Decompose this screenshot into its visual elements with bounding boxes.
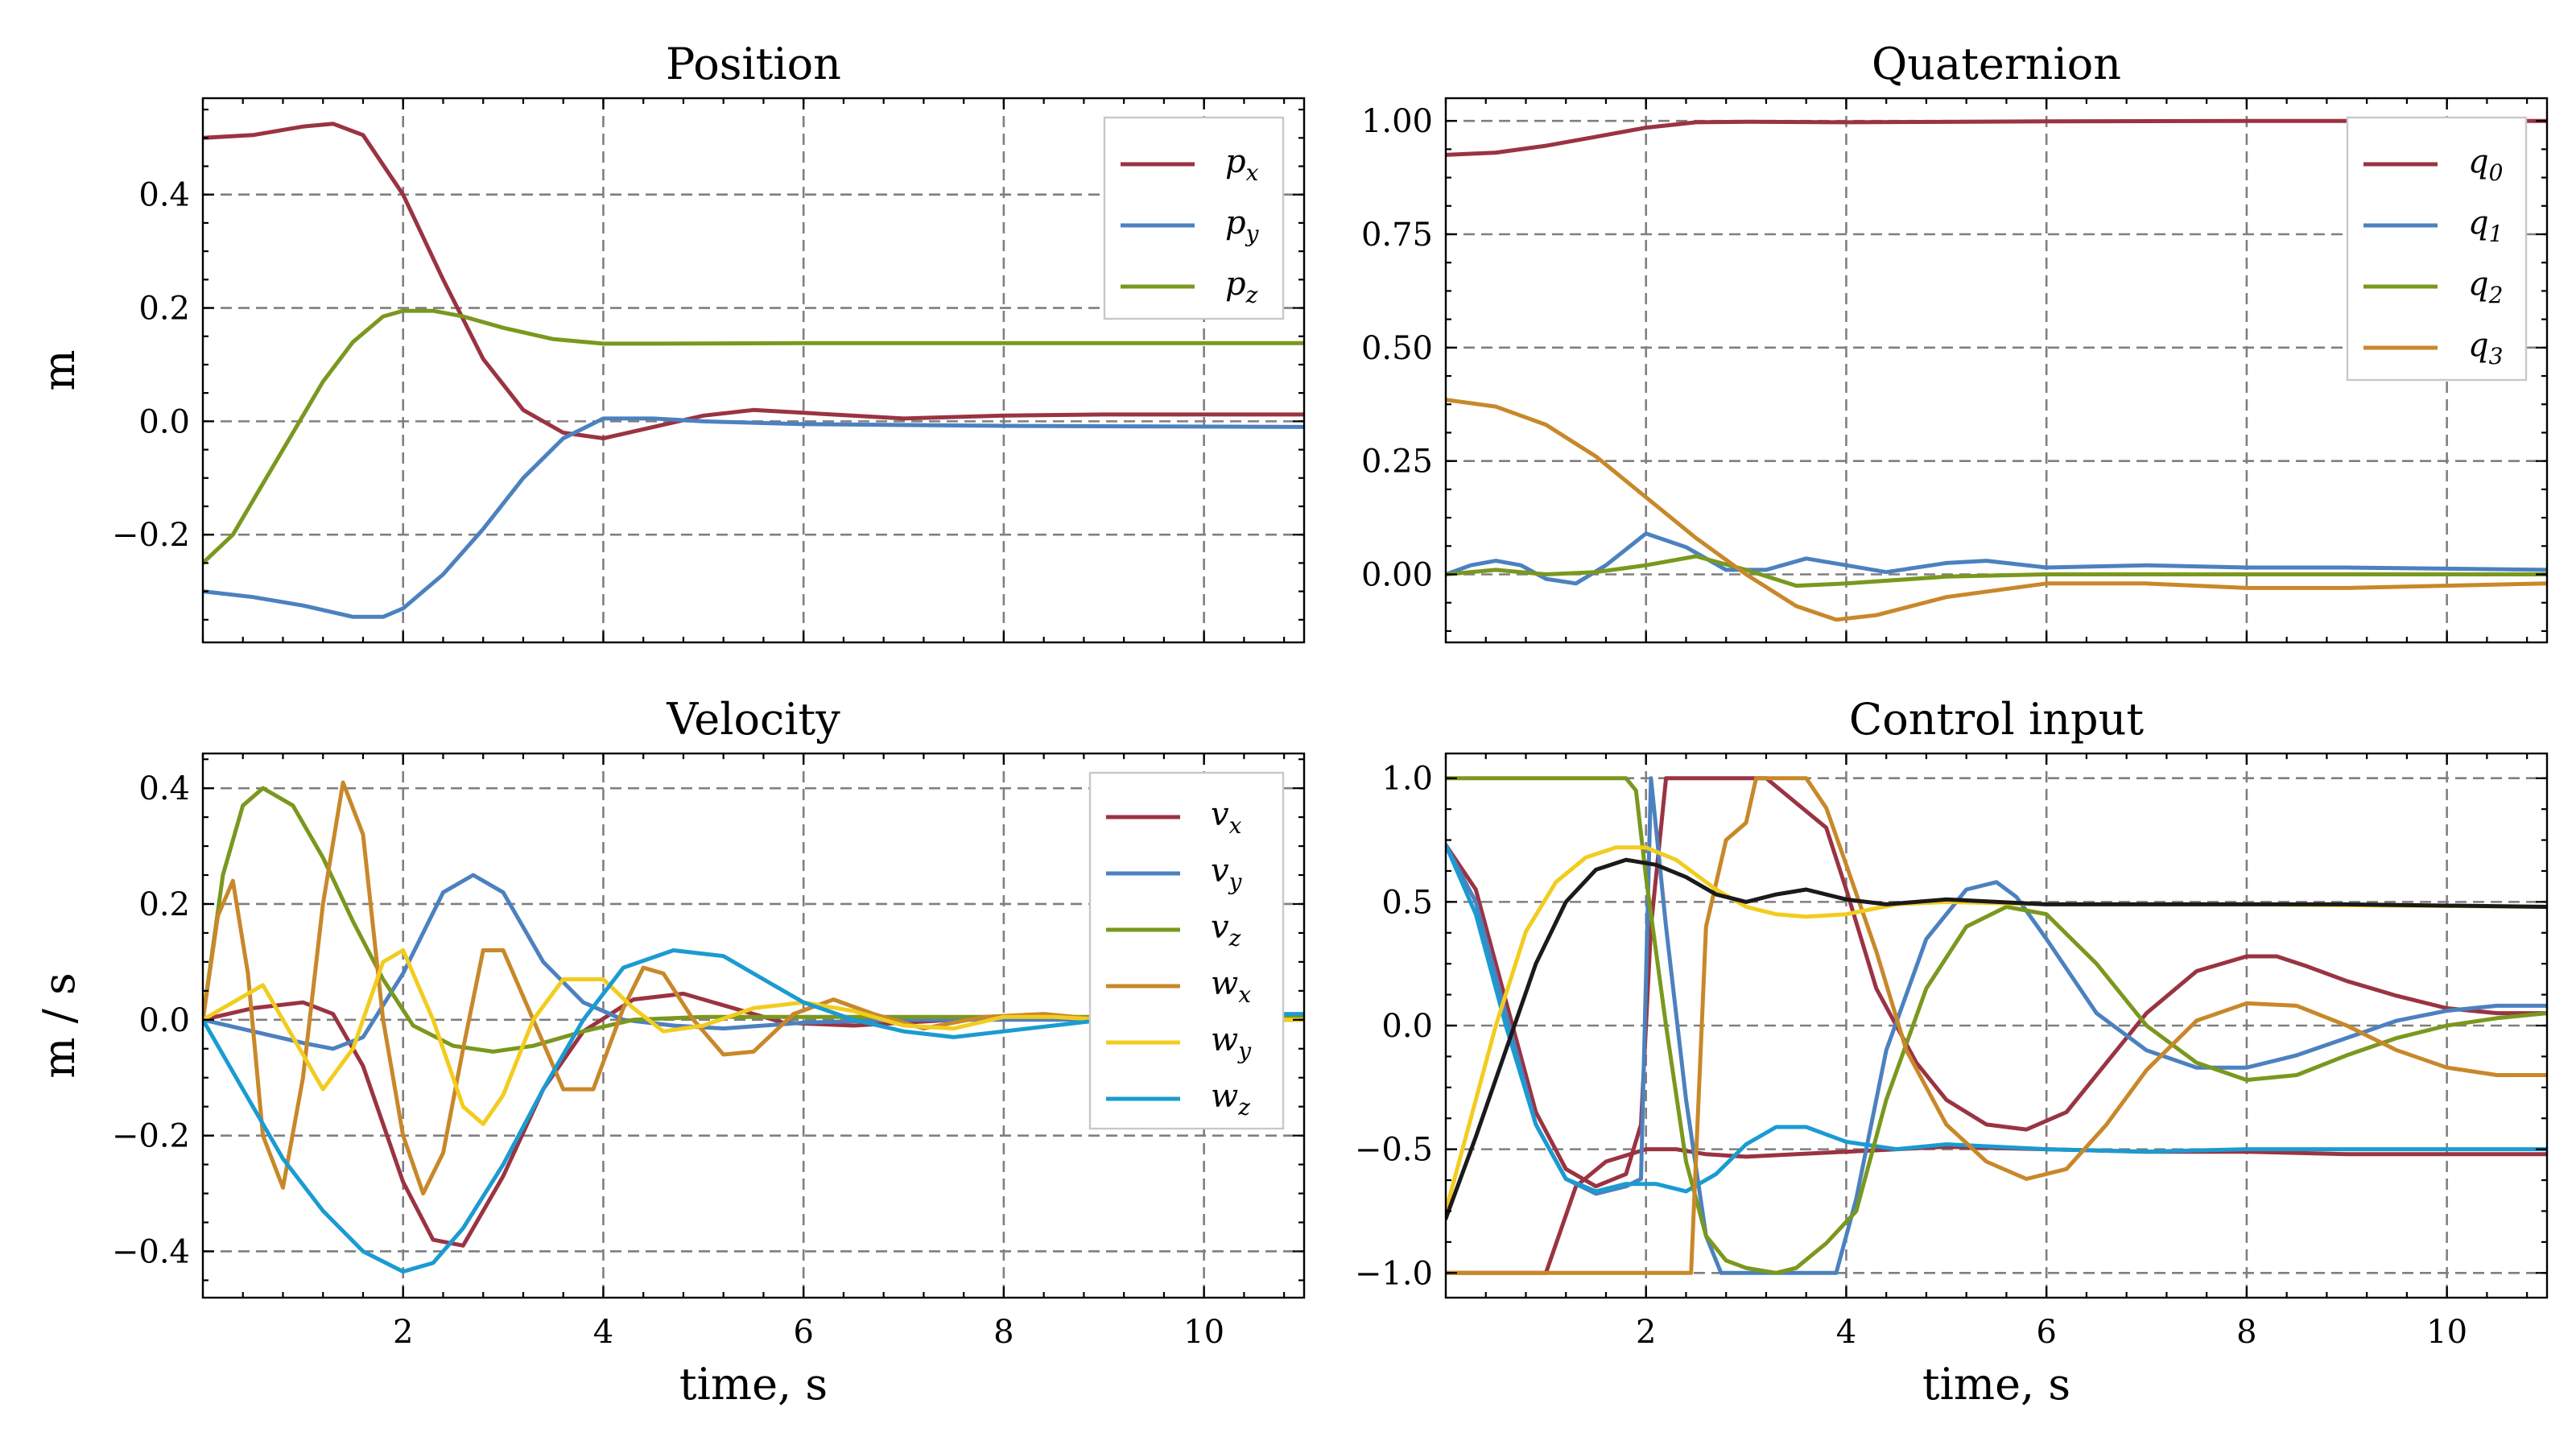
series-line-q_2: [1446, 554, 2547, 588]
series-line-q_1: [1446, 531, 2547, 586]
x-axis-label: time, s: [1922, 1359, 2070, 1410]
series-line-p_z: [203, 308, 1304, 565]
chart-control: −1.0 −0.5 0.0 0.5 1.0 2 4 6 8 10 Control input time…: [1355, 694, 2549, 1410]
x-tick-label: 6: [2036, 1314, 2056, 1351]
y-tick-label: −0.4: [112, 1233, 190, 1270]
chart-title: Quaternion: [1872, 39, 2121, 89]
series-line-w_y: [203, 948, 1304, 1126]
y-tick-label: 0.4: [138, 177, 190, 214]
y-tick-label: −0.2: [112, 517, 190, 554]
chart-title: Velocity: [666, 694, 840, 745]
x-axis-label: time, s: [679, 1359, 828, 1410]
series-line-q_3: [1446, 398, 2547, 622]
y-tick-label: 0.75: [1361, 217, 1433, 254]
legend-box: [2346, 116, 2528, 382]
x-tick-label: 8: [2236, 1314, 2256, 1351]
legend-box: [1088, 771, 1285, 1130]
x-tick-label: 10: [1183, 1314, 1224, 1351]
series-line-u3: [1446, 776, 2547, 1275]
series-line-w_z: [203, 948, 1304, 1274]
legend-entry: q1: [2468, 204, 2503, 247]
series-line-u8: [1446, 857, 2547, 1221]
series-line-v_y: [203, 873, 1304, 1051]
y-tick-label: −1.0: [1355, 1255, 1433, 1292]
plot-area: [201, 752, 1306, 1299]
y-tick-label: 0.2: [138, 886, 190, 923]
series-line-p_x: [203, 122, 1304, 440]
series-line-u4: [1446, 843, 2547, 1194]
chart-title: Control input: [1849, 694, 2144, 745]
series-line-w_x: [203, 780, 1304, 1196]
y-tick-label: 0.0: [1381, 1008, 1433, 1045]
x-tick-label: 6: [793, 1314, 813, 1351]
y-tick-label: 0.5: [1381, 884, 1433, 921]
x-tick-label: 2: [393, 1314, 413, 1351]
y-tick-label: 0.2: [138, 291, 190, 328]
y-axis-label: m / s: [34, 972, 85, 1078]
y-tick-label: 0.25: [1361, 444, 1433, 481]
legend-entry: py: [1225, 204, 1260, 247]
y-tick-label: 0.0: [138, 1002, 190, 1039]
series-line-u2: [1446, 776, 2547, 1189]
y-axis-label: m: [34, 349, 85, 390]
y-tick-label: −0.5: [1355, 1132, 1433, 1169]
y-tick-label: 0.4: [138, 770, 190, 807]
series-line-q_0: [1446, 118, 2547, 157]
plot-area: [1444, 97, 2549, 644]
series-line-p_y: [203, 416, 1304, 619]
y-tick-label: 0.0: [138, 403, 190, 440]
x-tick-label: 4: [593, 1314, 613, 1351]
series-line-v_z: [203, 786, 1304, 1054]
y-tick-label: 0.50: [1361, 330, 1433, 367]
chart-velocity: −0.4 −0.2 0.0 0.2 0.4 2 4 6 8 10 Velocity m / s time…: [34, 694, 1306, 1410]
y-tick-label: 0.00: [1361, 557, 1433, 594]
x-tick-label: 8: [993, 1314, 1013, 1351]
series-line-u5: [1446, 776, 2547, 1275]
x-tick-label: 2: [1636, 1314, 1656, 1351]
y-tick-label: 1.0: [1381, 761, 1433, 798]
x-tick-label: 10: [2426, 1314, 2467, 1351]
y-tick-label: −0.2: [112, 1118, 190, 1155]
y-tick-label: 1.00: [1361, 103, 1433, 140]
series-line-u6: [1446, 776, 2547, 1275]
chart-title: Position: [666, 39, 841, 89]
plot-area: [201, 97, 1306, 644]
x-tick-label: 4: [1836, 1314, 1856, 1351]
